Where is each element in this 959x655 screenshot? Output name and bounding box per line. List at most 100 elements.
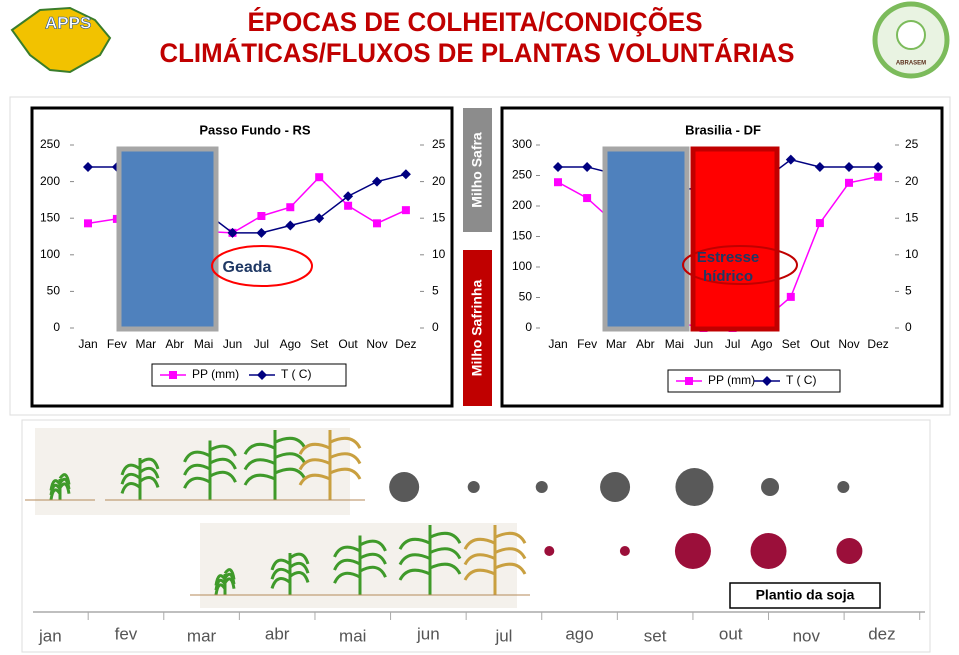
- point: [554, 178, 562, 187]
- plant-leaf: [274, 436, 307, 449]
- y-tick-label: 100: [512, 259, 532, 273]
- plant-leaf: [49, 483, 62, 496]
- x-tick-label: jun: [416, 624, 440, 643]
- plant-leaf: [223, 577, 236, 589]
- x-tick-label: Jan: [78, 337, 97, 351]
- plant-leaf: [398, 568, 431, 581]
- legend-label: PP (mm): [192, 367, 239, 381]
- x-tick-label: Mai: [194, 337, 213, 351]
- bubble: [674, 533, 711, 569]
- x-tick-label: Abr: [636, 337, 655, 351]
- plant-leaf: [359, 565, 387, 578]
- harvest-overlay: [602, 146, 690, 332]
- side-label: Milho Safrinha: [469, 280, 485, 377]
- point: [786, 292, 795, 301]
- point: [815, 219, 824, 228]
- title: CLIMÁTICAS/FLUXOS DE PLANTAS VOLUNTÁRIAS: [160, 37, 795, 68]
- side-label-box: [463, 108, 492, 232]
- y-tick-label: 200: [40, 174, 60, 188]
- legend-marker: [257, 370, 267, 380]
- plant-leaf: [209, 444, 237, 457]
- legend-marker: [762, 376, 772, 386]
- apps-logo: APPS: [10, 6, 112, 74]
- y-tick-label: 150: [40, 210, 60, 224]
- annotation: Estresse: [697, 249, 760, 266]
- plant-leaf: [183, 476, 211, 489]
- title: ÉPOCAS DE COLHEITA/CONDIÇÕES: [248, 6, 703, 37]
- bubble: [836, 538, 863, 564]
- plant-leaf: [298, 442, 331, 455]
- y-tick-label: 200: [512, 198, 532, 212]
- point: [873, 161, 884, 172]
- plant-leaf: [209, 457, 237, 470]
- plant-leaf: [270, 577, 291, 589]
- plant-leaf: [298, 473, 331, 486]
- y2-tick-label: 20: [432, 174, 446, 188]
- plant-leaf: [209, 470, 237, 483]
- plant-leaf: [289, 561, 310, 574]
- plant-leaf: [120, 472, 141, 485]
- y-tick-label: 150: [512, 229, 532, 243]
- plant-leaf: [359, 552, 387, 565]
- point: [372, 176, 382, 187]
- chart-title: Passo Fundo - RS: [199, 122, 311, 137]
- point: [874, 172, 883, 181]
- point: [256, 227, 267, 238]
- y-tick-label: 250: [512, 168, 532, 182]
- plant-leaf: [289, 552, 310, 565]
- x-tick-label: ago: [565, 624, 593, 643]
- plant-leaf: [398, 553, 431, 566]
- plant-leaf: [333, 545, 361, 558]
- annotation-ellipse: [682, 245, 798, 285]
- plant-leaf: [183, 450, 211, 463]
- plant-leaf: [329, 436, 362, 449]
- bubble: [675, 468, 714, 506]
- plant-leaf: [494, 531, 527, 544]
- bubble: [389, 472, 420, 502]
- plant-leaf: [58, 473, 71, 485]
- abrasem-logo: ABRASEM: [872, 1, 950, 79]
- point: [844, 161, 854, 172]
- plant-leaf: [494, 562, 527, 575]
- plant-leaf: [58, 482, 71, 494]
- plant-leaf: [463, 568, 496, 581]
- plant-leaf: [270, 567, 291, 580]
- plant-leaf: [120, 482, 141, 494]
- point: [84, 219, 92, 228]
- plant-leaf: [223, 572, 236, 585]
- point: [582, 161, 593, 172]
- logo-text: APPS: [45, 13, 91, 32]
- plant-leaf: [274, 467, 307, 480]
- legend-marker: [685, 377, 693, 385]
- x-tick-label: Out: [810, 337, 830, 351]
- y-tick-label: 0: [53, 320, 60, 334]
- x-tick-label: Fev: [107, 337, 127, 351]
- chart-title: Brasilia - DF: [685, 122, 761, 137]
- legend-marker: [169, 371, 177, 379]
- x-tick-label: Ago: [280, 337, 302, 351]
- x-tick-label: out: [719, 624, 743, 643]
- plant-leaf: [243, 473, 276, 486]
- y-tick-label: 0: [525, 320, 532, 334]
- y2-tick-label: 15: [905, 210, 919, 224]
- y2-tick-label: 0: [905, 320, 912, 334]
- x-tick-label: fev: [115, 624, 138, 643]
- x-tick-label: Ago: [751, 337, 773, 351]
- point: [315, 173, 324, 182]
- y2-tick-label: 5: [432, 284, 439, 298]
- plant-leaf: [289, 571, 310, 583]
- point: [314, 213, 325, 224]
- plant-leaf: [214, 583, 227, 595]
- plant-leaf: [270, 558, 291, 571]
- y-tick-label: 100: [40, 247, 60, 261]
- x-tick-label: Nov: [366, 337, 387, 351]
- harvest-overlay: [690, 146, 780, 332]
- x-tick-label: Jul: [254, 337, 269, 351]
- point: [845, 178, 853, 187]
- x-tick-label: Abr: [165, 337, 184, 351]
- x-tick-label: Out: [338, 337, 358, 351]
- chart-frame: [30, 106, 454, 408]
- bubble: [750, 533, 787, 569]
- plant-leaf: [183, 463, 211, 476]
- plant-leaf: [398, 537, 431, 550]
